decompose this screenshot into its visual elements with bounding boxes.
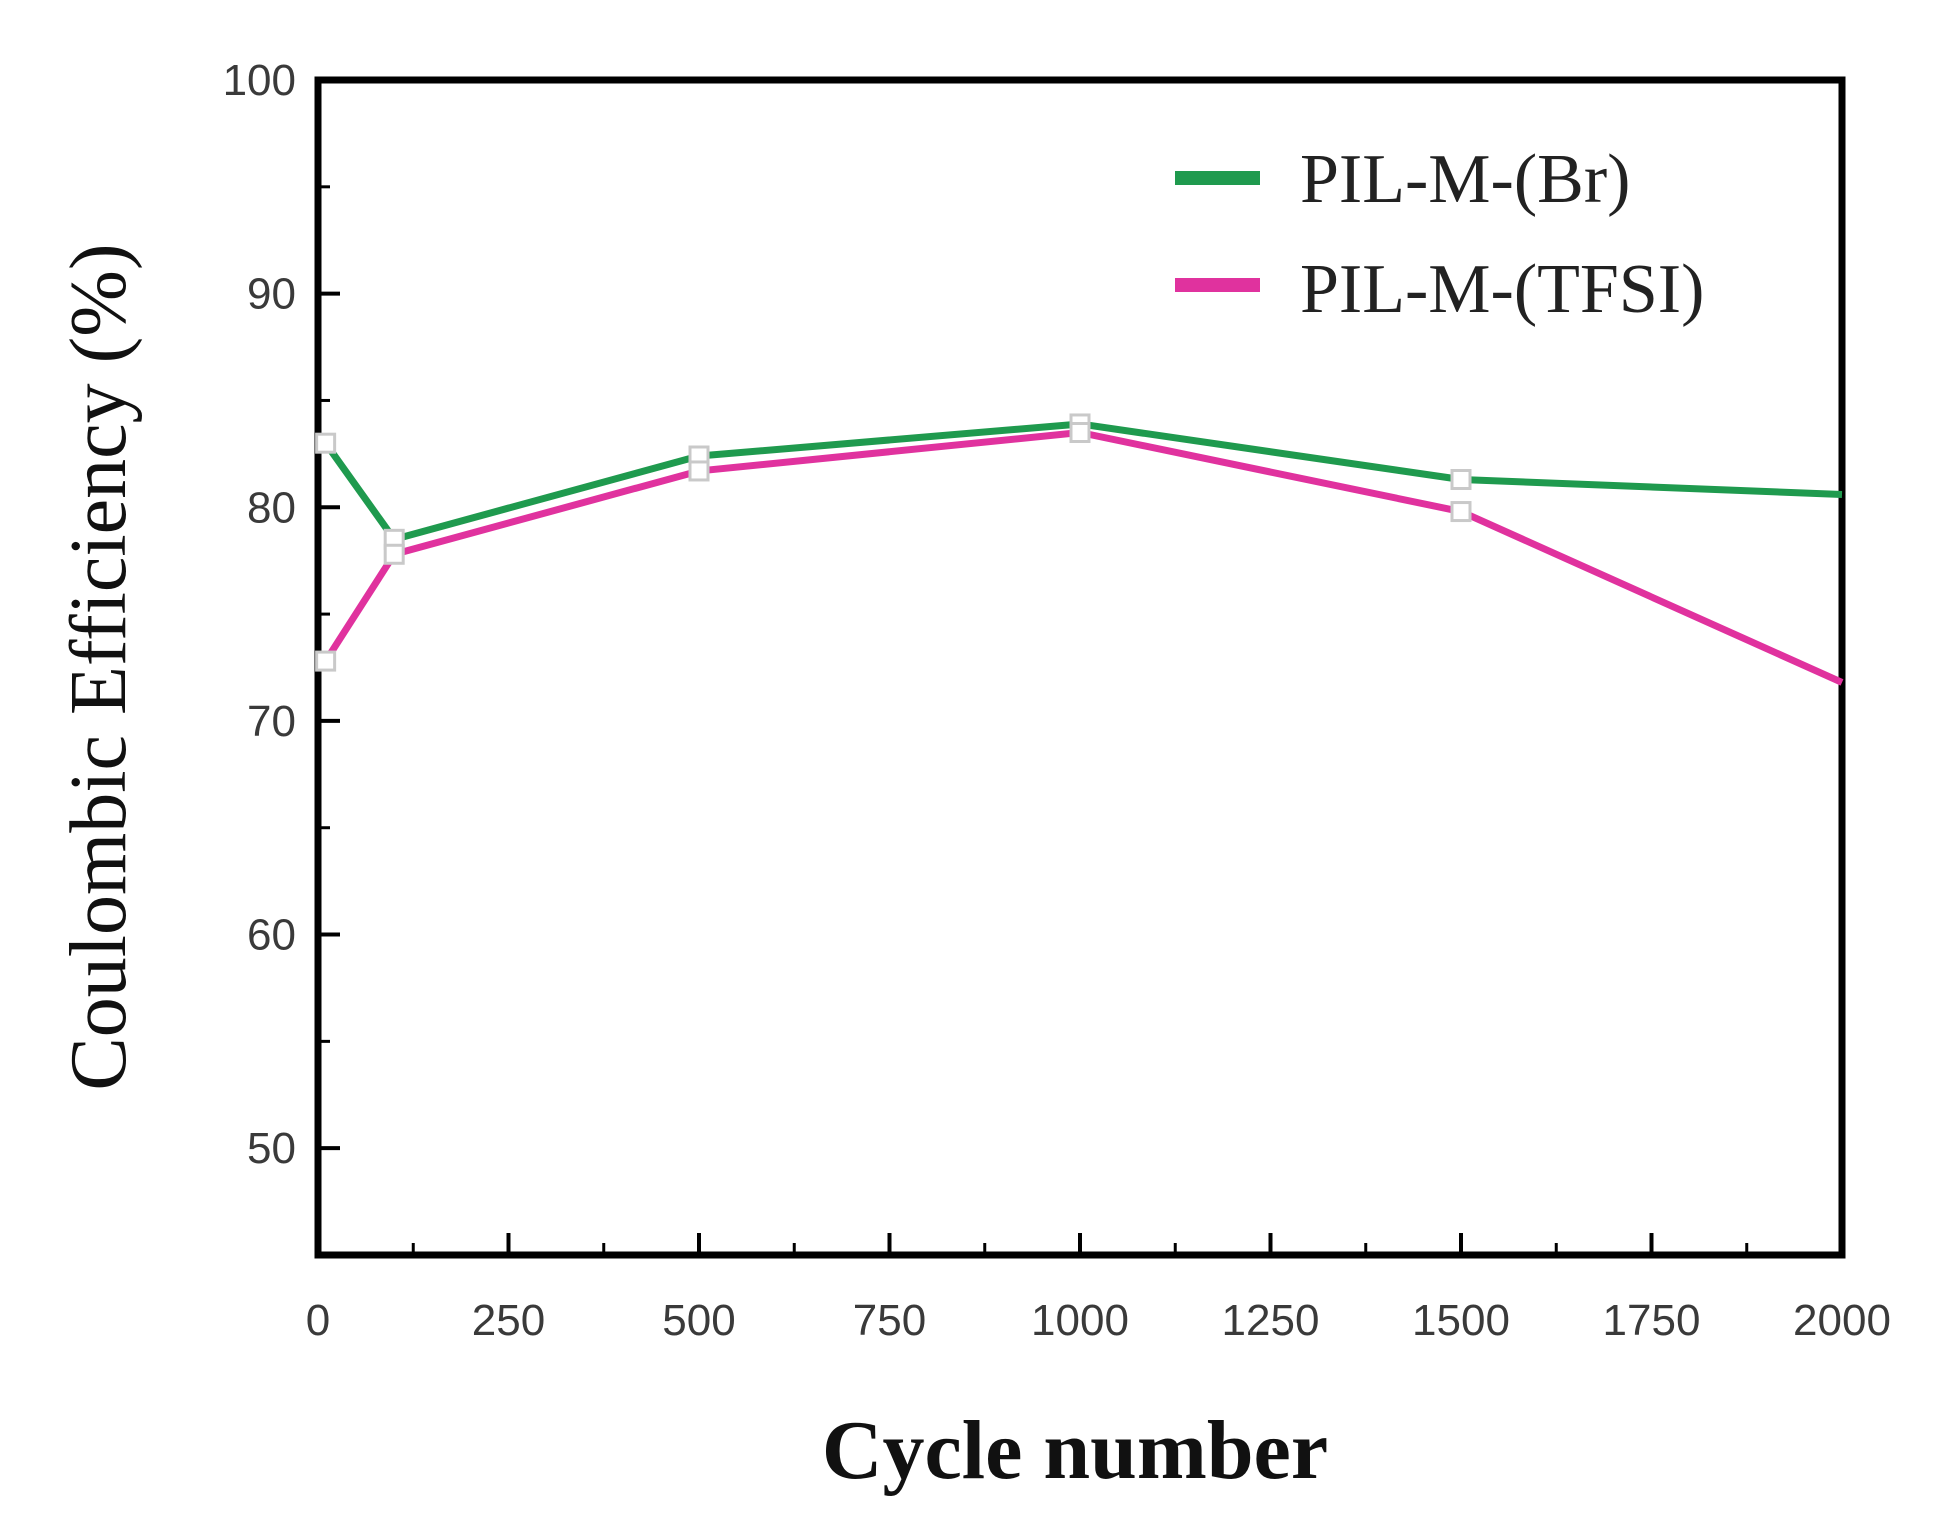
series-layer: [315, 413, 1844, 686]
legend: PIL-M-(Br) PIL-M-(TFSI): [1175, 141, 1704, 328]
x-tick-label: 1250: [1222, 1296, 1320, 1345]
x-tick-label: 250: [472, 1296, 545, 1345]
x-tick-label: 500: [662, 1296, 735, 1345]
x-axis-title: Cycle number: [822, 1404, 1328, 1497]
x-axis-ticks: 0 250 500 750 1000 1250 1500 1750 2000: [306, 1233, 1891, 1345]
data-point-pil-m-tfsi: [1450, 501, 1472, 523]
data-point-pil-m-tfsi: [383, 543, 405, 565]
x-tick-label: 1750: [1603, 1296, 1701, 1345]
data-point-pil-m-tfsi: [315, 650, 337, 672]
data-point-pil-m-br: [1450, 469, 1472, 490]
x-tick-label: 1500: [1412, 1296, 1510, 1345]
data-point-pil-m-tfsi: [688, 460, 710, 482]
legend-label-pil-m-tfsi: PIL-M-(TFSI): [1300, 251, 1704, 328]
series-line-pil-m-tfsi: [322, 429, 1844, 686]
plot-area: [314, 76, 1846, 1259]
y-tick-label: 70: [247, 697, 296, 746]
x-tick-label: 1000: [1031, 1296, 1129, 1345]
y-tick-label: 80: [247, 483, 296, 532]
y-tick-label: 60: [247, 911, 296, 960]
legend-label-pil-m-br: PIL-M-(Br): [1300, 141, 1630, 218]
y-tick-label: 90: [247, 270, 296, 319]
data-point-pil-m-br: [315, 432, 337, 454]
y-tick-label: 100: [223, 56, 296, 105]
series-line-pil-m-br: [322, 420, 1843, 543]
y-axis-title: Coulombic Efficiency (%): [55, 243, 143, 1090]
y-tick-label: 50: [247, 1124, 296, 1173]
x-tick-label: 0: [306, 1296, 330, 1345]
y-axis-ticks: 50 60 70 80 90 100: [223, 56, 340, 1257]
data-point-pil-m-tfsi: [1069, 422, 1091, 443]
x-tick-label: 750: [853, 1296, 926, 1345]
x-tick-label: 2000: [1793, 1296, 1891, 1345]
